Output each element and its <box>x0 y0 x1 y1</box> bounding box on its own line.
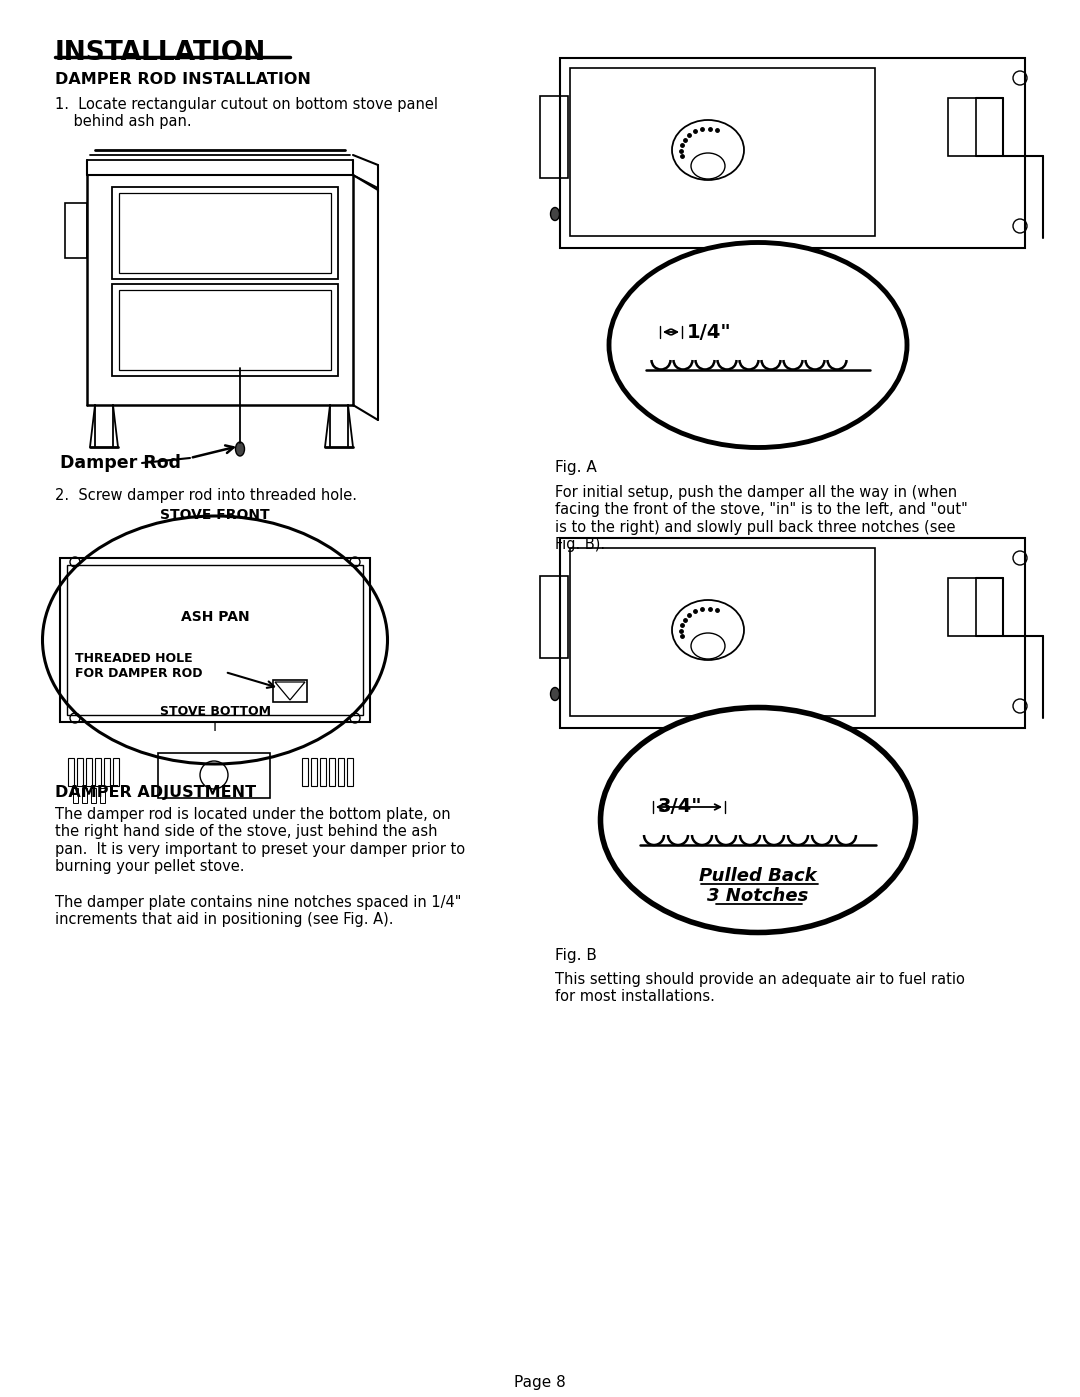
Ellipse shape <box>551 687 559 700</box>
Ellipse shape <box>235 441 244 455</box>
Bar <box>100 788 105 803</box>
Bar <box>347 759 353 787</box>
Bar <box>561 59 1025 249</box>
Text: Damper Rod: Damper Rod <box>60 454 181 472</box>
Bar <box>540 96 568 177</box>
Ellipse shape <box>551 208 559 221</box>
Bar <box>112 284 338 376</box>
Text: 3/4": 3/4" <box>658 798 702 816</box>
Bar <box>77 759 83 787</box>
Bar <box>67 564 363 715</box>
Bar <box>338 759 345 787</box>
Bar <box>329 759 335 787</box>
Text: STOVE FRONT: STOVE FRONT <box>160 509 270 522</box>
Bar <box>95 759 102 787</box>
Text: STOVE BOTTOM: STOVE BOTTOM <box>160 705 270 718</box>
Bar <box>158 753 270 798</box>
Text: Pulled Back: Pulled Back <box>699 868 816 886</box>
Bar <box>570 68 875 236</box>
Text: The damper plate contains nine notches spaced in 1/4"
increments that aid in pos: The damper plate contains nine notches s… <box>55 895 461 928</box>
Text: 2.  Screw damper rod into threaded hole.: 2. Screw damper rod into threaded hole. <box>55 488 357 503</box>
Bar <box>91 788 96 803</box>
Text: This setting should provide an adequate air to fuel ratio
for most installations: This setting should provide an adequate … <box>555 972 964 1004</box>
Text: 3 Notches: 3 Notches <box>707 887 809 905</box>
Bar <box>561 538 1025 728</box>
Text: DAMPER ADJUSTMENT: DAMPER ADJUSTMENT <box>55 785 256 800</box>
Bar <box>82 788 87 803</box>
Text: INSTALLATION: INSTALLATION <box>55 41 267 66</box>
Text: The damper rod is located under the bottom plate, on
the right hand side of the : The damper rod is located under the bott… <box>55 807 465 875</box>
Bar <box>948 578 976 636</box>
Bar <box>273 680 307 703</box>
Bar <box>113 759 119 787</box>
Text: I: I <box>213 719 217 733</box>
Ellipse shape <box>600 707 916 933</box>
Bar <box>570 548 875 717</box>
Bar <box>86 759 92 787</box>
Text: 1/4": 1/4" <box>687 323 731 341</box>
Text: 1.  Locate rectangular cutout on bottom stove panel
    behind ash pan.: 1. Locate rectangular cutout on bottom s… <box>55 96 438 130</box>
Bar <box>112 187 338 279</box>
Text: THREADED HOLE
FOR DAMPER ROD: THREADED HOLE FOR DAMPER ROD <box>75 652 203 680</box>
Ellipse shape <box>609 243 907 447</box>
Bar <box>60 557 370 722</box>
Text: For initial setup, push the damper all the way in (when
facing the front of the : For initial setup, push the damper all t… <box>555 485 968 552</box>
Text: DAMPER ROD INSTALLATION: DAMPER ROD INSTALLATION <box>55 73 311 87</box>
Bar <box>119 291 330 370</box>
Bar <box>948 98 976 156</box>
Bar <box>540 576 568 658</box>
Text: Page 8: Page 8 <box>514 1375 566 1390</box>
Bar <box>119 193 330 272</box>
Bar <box>73 788 78 803</box>
Text: ASH PAN: ASH PAN <box>180 610 249 624</box>
Bar <box>302 759 308 787</box>
Bar <box>65 203 87 258</box>
Bar <box>104 759 110 787</box>
Text: Fig. A: Fig. A <box>555 460 597 475</box>
Bar <box>311 759 318 787</box>
Bar <box>320 759 326 787</box>
Text: Fig. B: Fig. B <box>555 949 597 963</box>
Bar <box>68 759 75 787</box>
